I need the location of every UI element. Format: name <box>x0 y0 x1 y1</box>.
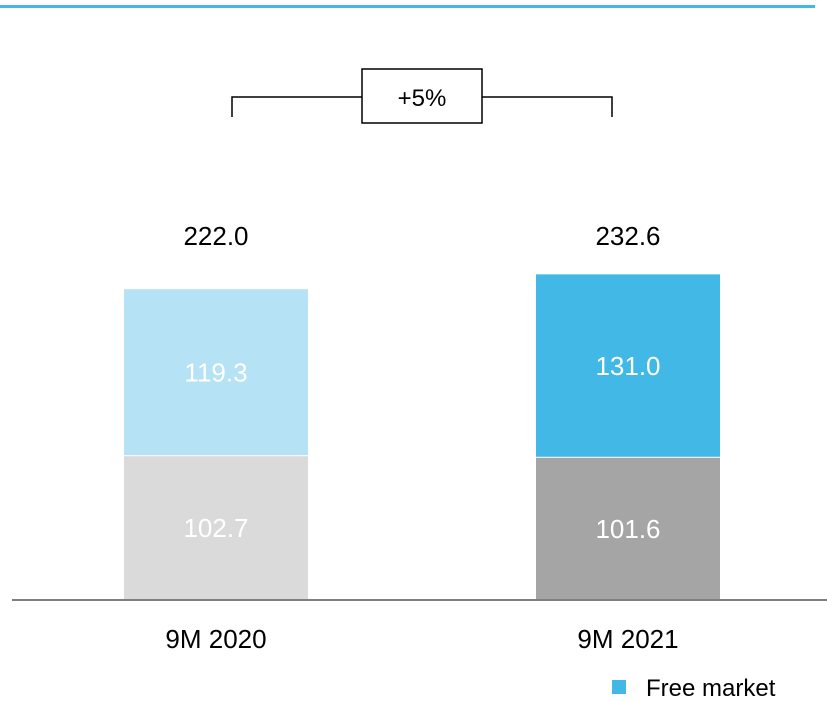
growth-badge-label: +5% <box>398 85 447 112</box>
legend-label-free-market: Free market <box>646 675 776 701</box>
bar-top-9m-2020 <box>124 289 308 456</box>
bar-top-9m-2021 <box>536 274 720 457</box>
bar-bottom-9m-2020 <box>124 456 308 600</box>
category-label-9m-2021: 9M 2021 <box>577 624 678 654</box>
bar-bottom-value-9m-2020: 102.7 <box>183 513 248 543</box>
growth-badge <box>361 68 483 124</box>
bars-group: 102.7 119.3 222.0 9M 2020 101.6 131.0 232.6 9M … <box>124 221 720 654</box>
bar-bottom-9m-2021 <box>536 457 720 600</box>
legend-swatch-free-market <box>612 680 626 694</box>
bar-total-9m-2020: 222.0 <box>183 221 248 251</box>
bar-top-value-9m-2021: 131.0 <box>595 351 660 381</box>
top-accent-line <box>0 5 815 8</box>
category-label-9m-2020: 9M 2020 <box>165 624 266 654</box>
bar-total-9m-2021: 232.6 <box>595 221 660 251</box>
bar-bottom-value-9m-2021: 101.6 <box>595 514 660 544</box>
bar-top-value-9m-2020: 119.3 <box>184 358 247 388</box>
